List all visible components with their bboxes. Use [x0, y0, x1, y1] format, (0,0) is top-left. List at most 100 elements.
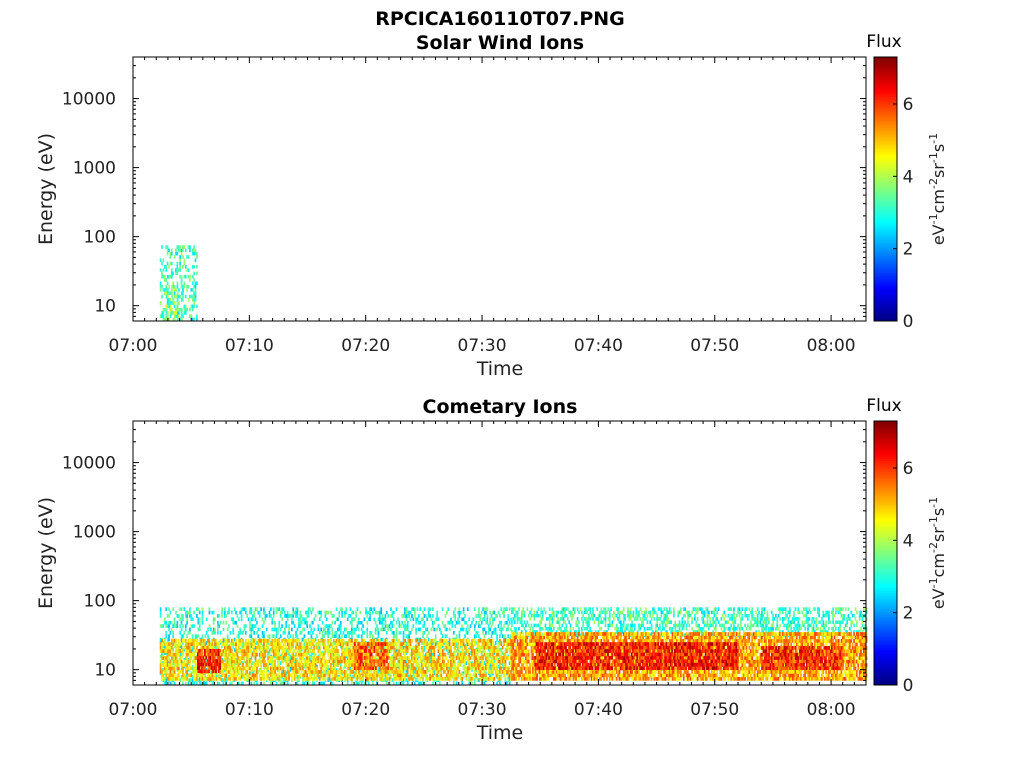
flux-cell: [291, 627, 293, 632]
flux-cell: [391, 656, 394, 660]
flux-cell: [337, 638, 339, 643]
flux-cell: [189, 294, 191, 299]
flux-cell: [318, 681, 321, 686]
flux-cell: [258, 649, 261, 653]
flux-cell: [281, 610, 283, 615]
flux-cell: [268, 610, 271, 615]
flux-cell: [324, 673, 327, 678]
flux-cell: [246, 663, 249, 667]
flux-cell: [243, 676, 246, 681]
flux-cell: [204, 645, 207, 650]
flux-cell: [359, 652, 362, 657]
flux-cell: [182, 676, 184, 681]
flux-cell: [455, 673, 458, 678]
flux-cell: [320, 663, 323, 667]
flux-cell: [409, 669, 412, 674]
flux-cell: [408, 614, 410, 618]
flux-cell: [264, 652, 267, 657]
flux-cell: [499, 669, 501, 674]
flux-cell: [179, 649, 182, 653]
flux-cell: [183, 645, 186, 650]
flux-cell: [202, 669, 205, 674]
flux-cell: [191, 281, 194, 286]
flux-cell: [168, 624, 170, 628]
flux-cell: [249, 666, 251, 671]
flux-cell: [443, 663, 445, 667]
flux-cell: [170, 656, 173, 660]
flux-cell: [274, 620, 276, 625]
flux-cell: [472, 649, 475, 653]
flux-cell: [226, 637, 229, 642]
flux-cell: [468, 617, 471, 622]
flux-cell: [261, 638, 264, 643]
flux-cell: [182, 245, 184, 249]
flux-cell: [405, 624, 408, 628]
flux-cell: [374, 627, 377, 632]
flux-cell: [184, 649, 187, 653]
flux-cell: [355, 610, 357, 615]
flux-cell: [186, 307, 188, 312]
flux-cell: [355, 655, 358, 660]
flux-cell: [487, 659, 490, 664]
flux-cell: [420, 649, 423, 653]
flux-cell: [423, 624, 426, 628]
flux-cell: [507, 673, 510, 678]
flux-cell: [196, 669, 198, 674]
flux-cell: [436, 676, 438, 681]
flux-cell: [282, 666, 285, 671]
flux-cell: [464, 652, 466, 657]
flux-cell: [215, 662, 217, 667]
flux-cell: [317, 638, 320, 643]
flux-cell: [286, 673, 289, 678]
flux-cell: [327, 678, 329, 682]
flux-cell: [381, 669, 384, 674]
flux-cell: [256, 620, 258, 625]
flux-cell: [325, 624, 328, 628]
flux-cell: [214, 642, 216, 647]
flux-cell: [387, 624, 390, 628]
flux-cell: [342, 630, 345, 635]
flux-cell: [361, 652, 363, 657]
flux-cell: [180, 663, 183, 667]
flux-cell: [320, 627, 323, 632]
flux-cell: [478, 663, 480, 667]
flux-cell: [450, 659, 452, 664]
flux-cell: [225, 645, 228, 650]
flux-cell: [341, 676, 343, 681]
flux-cell: [418, 620, 420, 625]
flux-cell: [204, 634, 207, 639]
flux-cell: [197, 673, 200, 678]
flux-cell: [239, 659, 242, 664]
flux-cell: [180, 307, 183, 312]
flux-cell: [297, 624, 300, 628]
flux-cell: [500, 652, 503, 657]
flux-cell: [351, 624, 353, 628]
flux-cell: [458, 634, 461, 639]
flux-cell: [284, 610, 286, 615]
flux-cell: [210, 642, 212, 647]
flux-cell: [299, 652, 302, 657]
flux-cell: [317, 669, 320, 674]
flux-cell: [434, 669, 437, 674]
flux-cell: [217, 624, 219, 628]
flux-cell: [432, 663, 434, 667]
flux-cell: [295, 634, 297, 639]
flux-cell: [506, 669, 508, 674]
flux-cell: [348, 659, 350, 664]
flux-cell: [503, 666, 505, 671]
flux-cell: [448, 652, 451, 657]
flux-cell: [339, 673, 342, 678]
flux-cell: [187, 678, 190, 682]
flux-cell: [240, 630, 243, 635]
flux-cell: [352, 674, 355, 679]
flux-cell: [236, 671, 239, 676]
flux-cell: [352, 617, 355, 622]
flux-cell: [411, 614, 413, 618]
flux-cell: [457, 652, 459, 657]
colorbar-segment: [874, 248, 897, 251]
flux-cell: [159, 284, 162, 289]
flux-cell: [432, 673, 434, 678]
flux-cell: [270, 607, 272, 612]
flux-cell: [182, 617, 184, 622]
